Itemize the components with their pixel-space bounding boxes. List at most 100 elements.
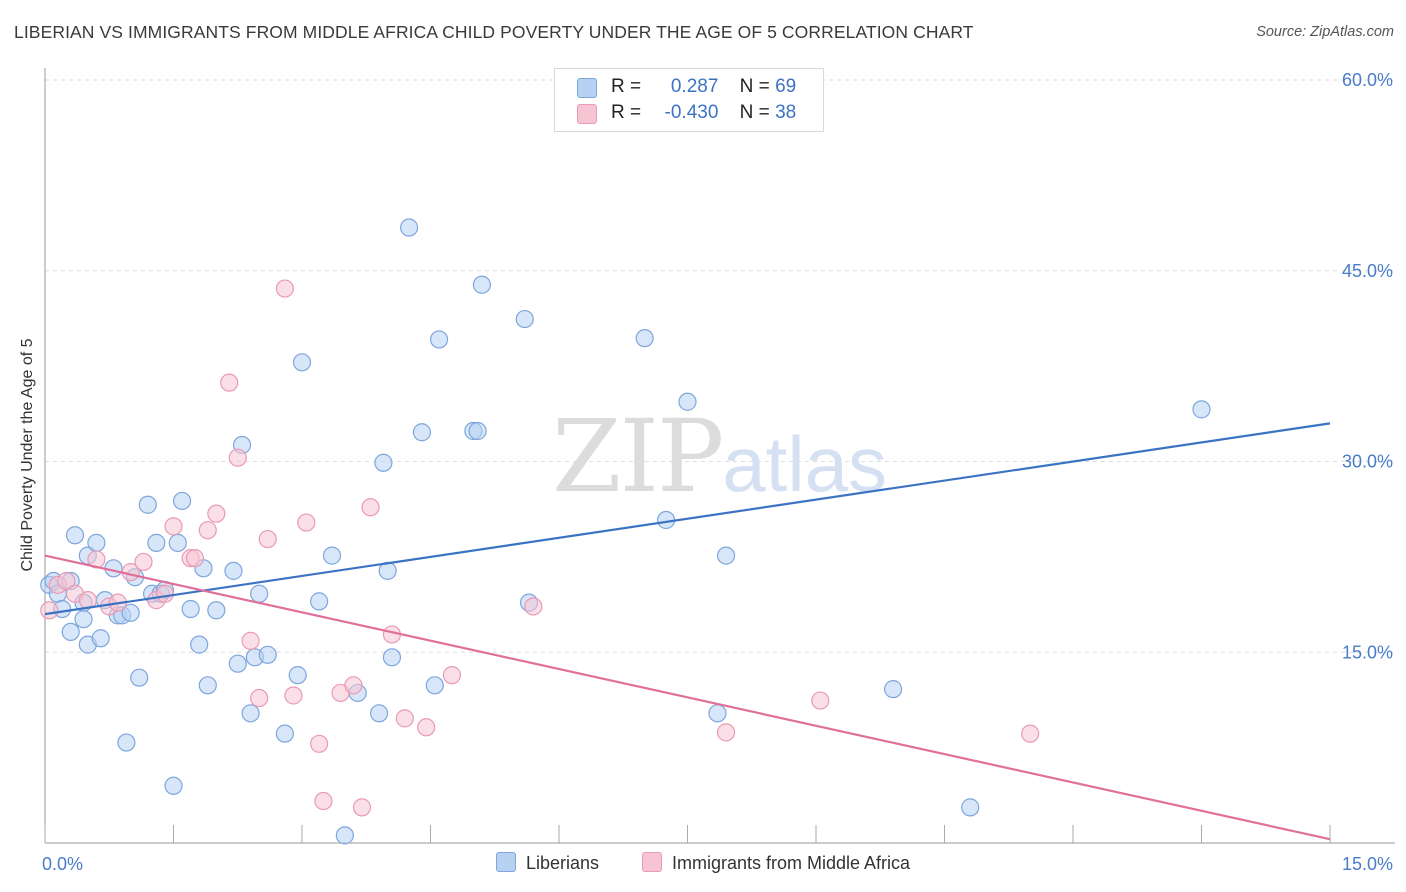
liberian-point: [515, 309, 534, 329]
liberian-point: [87, 533, 106, 552]
liberian-point: [250, 584, 269, 603]
liberian-point: [172, 491, 192, 511]
liberian-point: [635, 329, 654, 348]
bottom-legend-label: Immigrants from Middle Africa: [672, 853, 911, 873]
immigrant-point: [344, 676, 363, 695]
immigrant-point: [395, 709, 414, 728]
liberian-point: [181, 599, 200, 619]
liberian-point: [61, 622, 80, 642]
liberian-point: [65, 526, 85, 545]
chart-title: LIBERIAN VS IMMIGRANTS FROM MIDDLE AFRIC…: [14, 22, 974, 42]
liberian-point: [258, 645, 277, 664]
liberian-point: [275, 724, 294, 743]
liberian-point: [288, 666, 307, 685]
liberian-point: [425, 676, 444, 695]
liberian-point: [708, 704, 727, 723]
liberian-point: [382, 648, 402, 667]
legend-n-label: N =: [739, 102, 770, 123]
liberian-point: [335, 826, 354, 845]
immigrant-point: [185, 549, 205, 568]
liberian-point: [74, 610, 93, 629]
watermark-zip: ZIP: [552, 398, 724, 515]
immigrant-point: [134, 552, 153, 572]
legend-n-value: 38: [775, 102, 797, 123]
liberian-point: [91, 629, 110, 648]
liberian-point: [1192, 400, 1211, 419]
liberian-point: [241, 704, 260, 723]
immigrant-point: [275, 279, 294, 298]
legend-n-label: N =: [739, 76, 770, 97]
immigrant-point: [57, 571, 76, 591]
y-tick-label: 30.0%: [1342, 452, 1393, 472]
legend-r-value: -0.430: [664, 102, 719, 123]
immigrant-trend-line: [44, 554, 1331, 841]
liberian-point: [322, 546, 342, 565]
liberian-point: [716, 546, 736, 565]
liberian-point: [468, 421, 487, 441]
legend-swatch-pink: [577, 104, 597, 124]
liberian-point: [370, 704, 389, 723]
legend-n-value: 69: [775, 76, 797, 97]
bottom-legend-immigrants: Immigrants from Middle Africa: [642, 852, 910, 874]
liberian-point: [292, 353, 312, 372]
immigrant-point: [250, 688, 269, 708]
y-tick-label: 15.0%: [1342, 642, 1393, 662]
legend-swatch-blue: [577, 78, 597, 98]
liberian-point: [147, 533, 166, 552]
immigrant-point: [155, 584, 175, 603]
liberian-point: [310, 592, 329, 611]
liberian-point: [883, 680, 903, 699]
liberian-point: [472, 275, 491, 294]
liberian-point: [678, 392, 697, 411]
immigrant-point: [258, 529, 277, 549]
legend-r-value: 0.287: [670, 76, 719, 97]
bottom-legend-liberians: Liberians: [496, 852, 599, 874]
immigrant-point: [417, 718, 436, 737]
immigrant-point: [198, 521, 217, 540]
immigrant-point: [310, 734, 329, 753]
liberian-point: [138, 495, 157, 514]
liberian-point: [429, 330, 449, 349]
x-tick-label: 0.0%: [42, 854, 83, 874]
immigrant-point: [220, 373, 239, 392]
liberian-trend-line: [44, 422, 1331, 616]
immigrant-point: [314, 791, 333, 811]
immigrant-point: [164, 517, 183, 536]
liberian-point: [168, 533, 187, 552]
liberian-point: [198, 676, 217, 695]
immigrant-point: [442, 666, 462, 685]
liberian-point: [121, 603, 140, 622]
bottom-legend-label: Liberians: [526, 853, 600, 873]
liberian-point: [228, 654, 247, 673]
liberian-point: [399, 218, 419, 237]
immigrant-point: [361, 498, 380, 517]
y-tick-label: 60.0%: [1342, 70, 1393, 90]
liberian-point: [961, 798, 980, 817]
immigrant-point: [228, 448, 247, 467]
liberian-point: [190, 635, 209, 654]
liberian-point: [130, 668, 149, 687]
immigrant-point: [811, 691, 830, 710]
liberian-point: [207, 601, 226, 620]
liberian-point: [412, 423, 432, 442]
correlation-legend: R = 0.287 N = 69 R = -0.430 N = 38: [554, 68, 824, 132]
liberian-point: [224, 561, 243, 580]
y-tick-label: 45.0%: [1342, 261, 1393, 281]
immigrant-point: [207, 504, 226, 523]
liberian-point: [374, 453, 393, 472]
x-tick-label: 15.0%: [1342, 854, 1393, 874]
liberian-point: [117, 733, 136, 752]
bottom-legend-swatch-pink: [642, 852, 662, 872]
immigrant-point: [40, 601, 59, 620]
immigrant-point: [524, 597, 543, 616]
immigrant-point: [297, 513, 316, 532]
bottom-legend-swatch-blue: [496, 852, 516, 872]
immigrant-point: [352, 798, 372, 817]
watermark: ZIPatlas: [552, 398, 887, 515]
immigrant-point: [284, 686, 303, 705]
liberian-point: [164, 776, 183, 795]
immigrant-point: [241, 631, 260, 650]
immigrant-point: [1021, 724, 1040, 743]
legend-r-label: R =: [611, 102, 642, 123]
